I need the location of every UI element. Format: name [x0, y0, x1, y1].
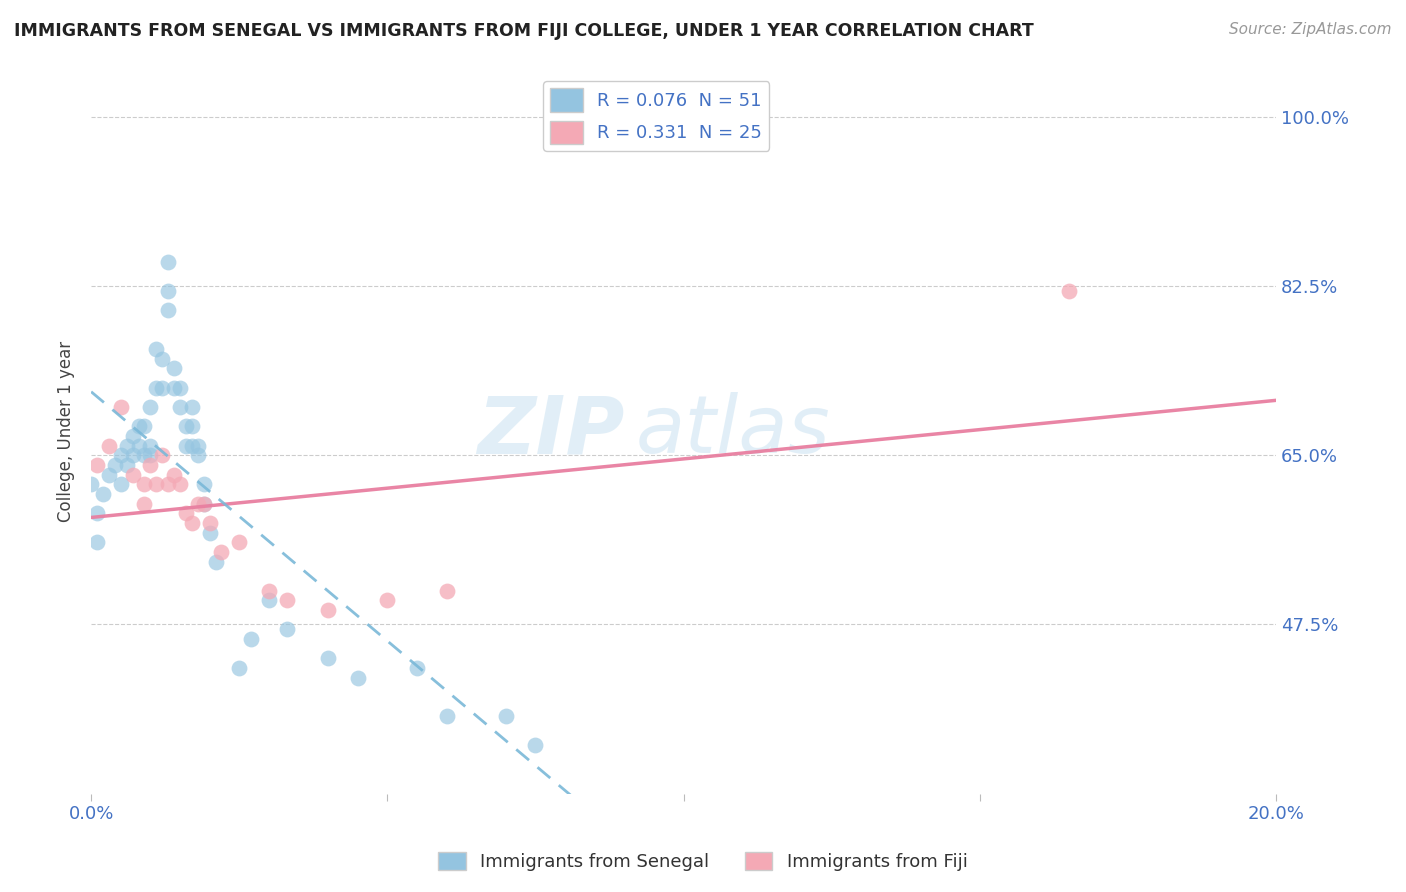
Point	[187, 448, 209, 462]
Point	[406, 661, 429, 675]
Point	[174, 439, 197, 453]
Text: IMMIGRANTS FROM SENEGAL VS IMMIGRANTS FROM FIJI COLLEGE, UNDER 1 YEAR CORRELATIO: IMMIGRANTS FROM SENEGAL VS IMMIGRANTS FR…	[14, 22, 1033, 40]
Point	[91, 487, 114, 501]
Point	[187, 497, 209, 511]
Point	[228, 661, 250, 675]
Text: atlas: atlas	[636, 392, 831, 470]
Point	[169, 381, 191, 395]
Point	[316, 603, 339, 617]
Point	[157, 477, 180, 491]
Point	[150, 381, 173, 395]
Point	[198, 525, 221, 540]
Point	[193, 497, 215, 511]
Point	[163, 381, 186, 395]
Point	[193, 477, 215, 491]
Point	[97, 439, 120, 453]
Point	[524, 739, 547, 753]
Point	[169, 400, 191, 414]
Point	[174, 419, 197, 434]
Point	[134, 497, 156, 511]
Point	[240, 632, 263, 646]
Point	[110, 448, 132, 462]
Point	[180, 516, 202, 530]
Point	[115, 439, 138, 453]
Point	[163, 467, 186, 482]
Point	[346, 671, 368, 685]
Point	[276, 623, 298, 637]
Point	[187, 439, 209, 453]
Point	[180, 439, 202, 453]
Point	[193, 497, 215, 511]
Point	[86, 506, 108, 520]
Point	[115, 458, 138, 472]
Point	[86, 458, 108, 472]
Point	[80, 477, 103, 491]
Point	[276, 593, 298, 607]
Point	[204, 555, 226, 569]
Point	[377, 593, 399, 607]
Point	[121, 429, 143, 443]
Point	[139, 458, 162, 472]
Legend: R = 0.076  N = 51, R = 0.331  N = 25: R = 0.076 N = 51, R = 0.331 N = 25	[543, 81, 769, 151]
Point	[316, 651, 339, 665]
Point	[211, 545, 233, 559]
Point	[436, 583, 458, 598]
Point	[174, 506, 197, 520]
Point	[121, 467, 143, 482]
Point	[145, 381, 167, 395]
Point	[257, 593, 280, 607]
Point	[104, 458, 127, 472]
Point	[139, 448, 162, 462]
Point	[134, 477, 156, 491]
Point	[128, 419, 150, 434]
Point	[228, 535, 250, 549]
Point	[145, 477, 167, 491]
Point	[139, 400, 162, 414]
Point	[180, 400, 202, 414]
Text: ZIP: ZIP	[477, 392, 624, 470]
Point	[169, 477, 191, 491]
Y-axis label: College, Under 1 year: College, Under 1 year	[58, 341, 75, 522]
Point	[121, 448, 143, 462]
Point	[157, 303, 180, 318]
Point	[110, 400, 132, 414]
Point	[163, 361, 186, 376]
Point	[157, 284, 180, 298]
Point	[1057, 284, 1080, 298]
Point	[86, 535, 108, 549]
Point	[436, 709, 458, 723]
Point	[257, 583, 280, 598]
Point	[145, 342, 167, 356]
Point	[157, 255, 180, 269]
Legend: Immigrants from Senegal, Immigrants from Fiji: Immigrants from Senegal, Immigrants from…	[432, 845, 974, 879]
Point	[198, 516, 221, 530]
Point	[139, 439, 162, 453]
Point	[134, 419, 156, 434]
Point	[180, 419, 202, 434]
Point	[128, 439, 150, 453]
Text: Source: ZipAtlas.com: Source: ZipAtlas.com	[1229, 22, 1392, 37]
Point	[97, 467, 120, 482]
Point	[150, 351, 173, 366]
Point	[495, 709, 517, 723]
Point	[134, 448, 156, 462]
Point	[150, 448, 173, 462]
Point	[110, 477, 132, 491]
